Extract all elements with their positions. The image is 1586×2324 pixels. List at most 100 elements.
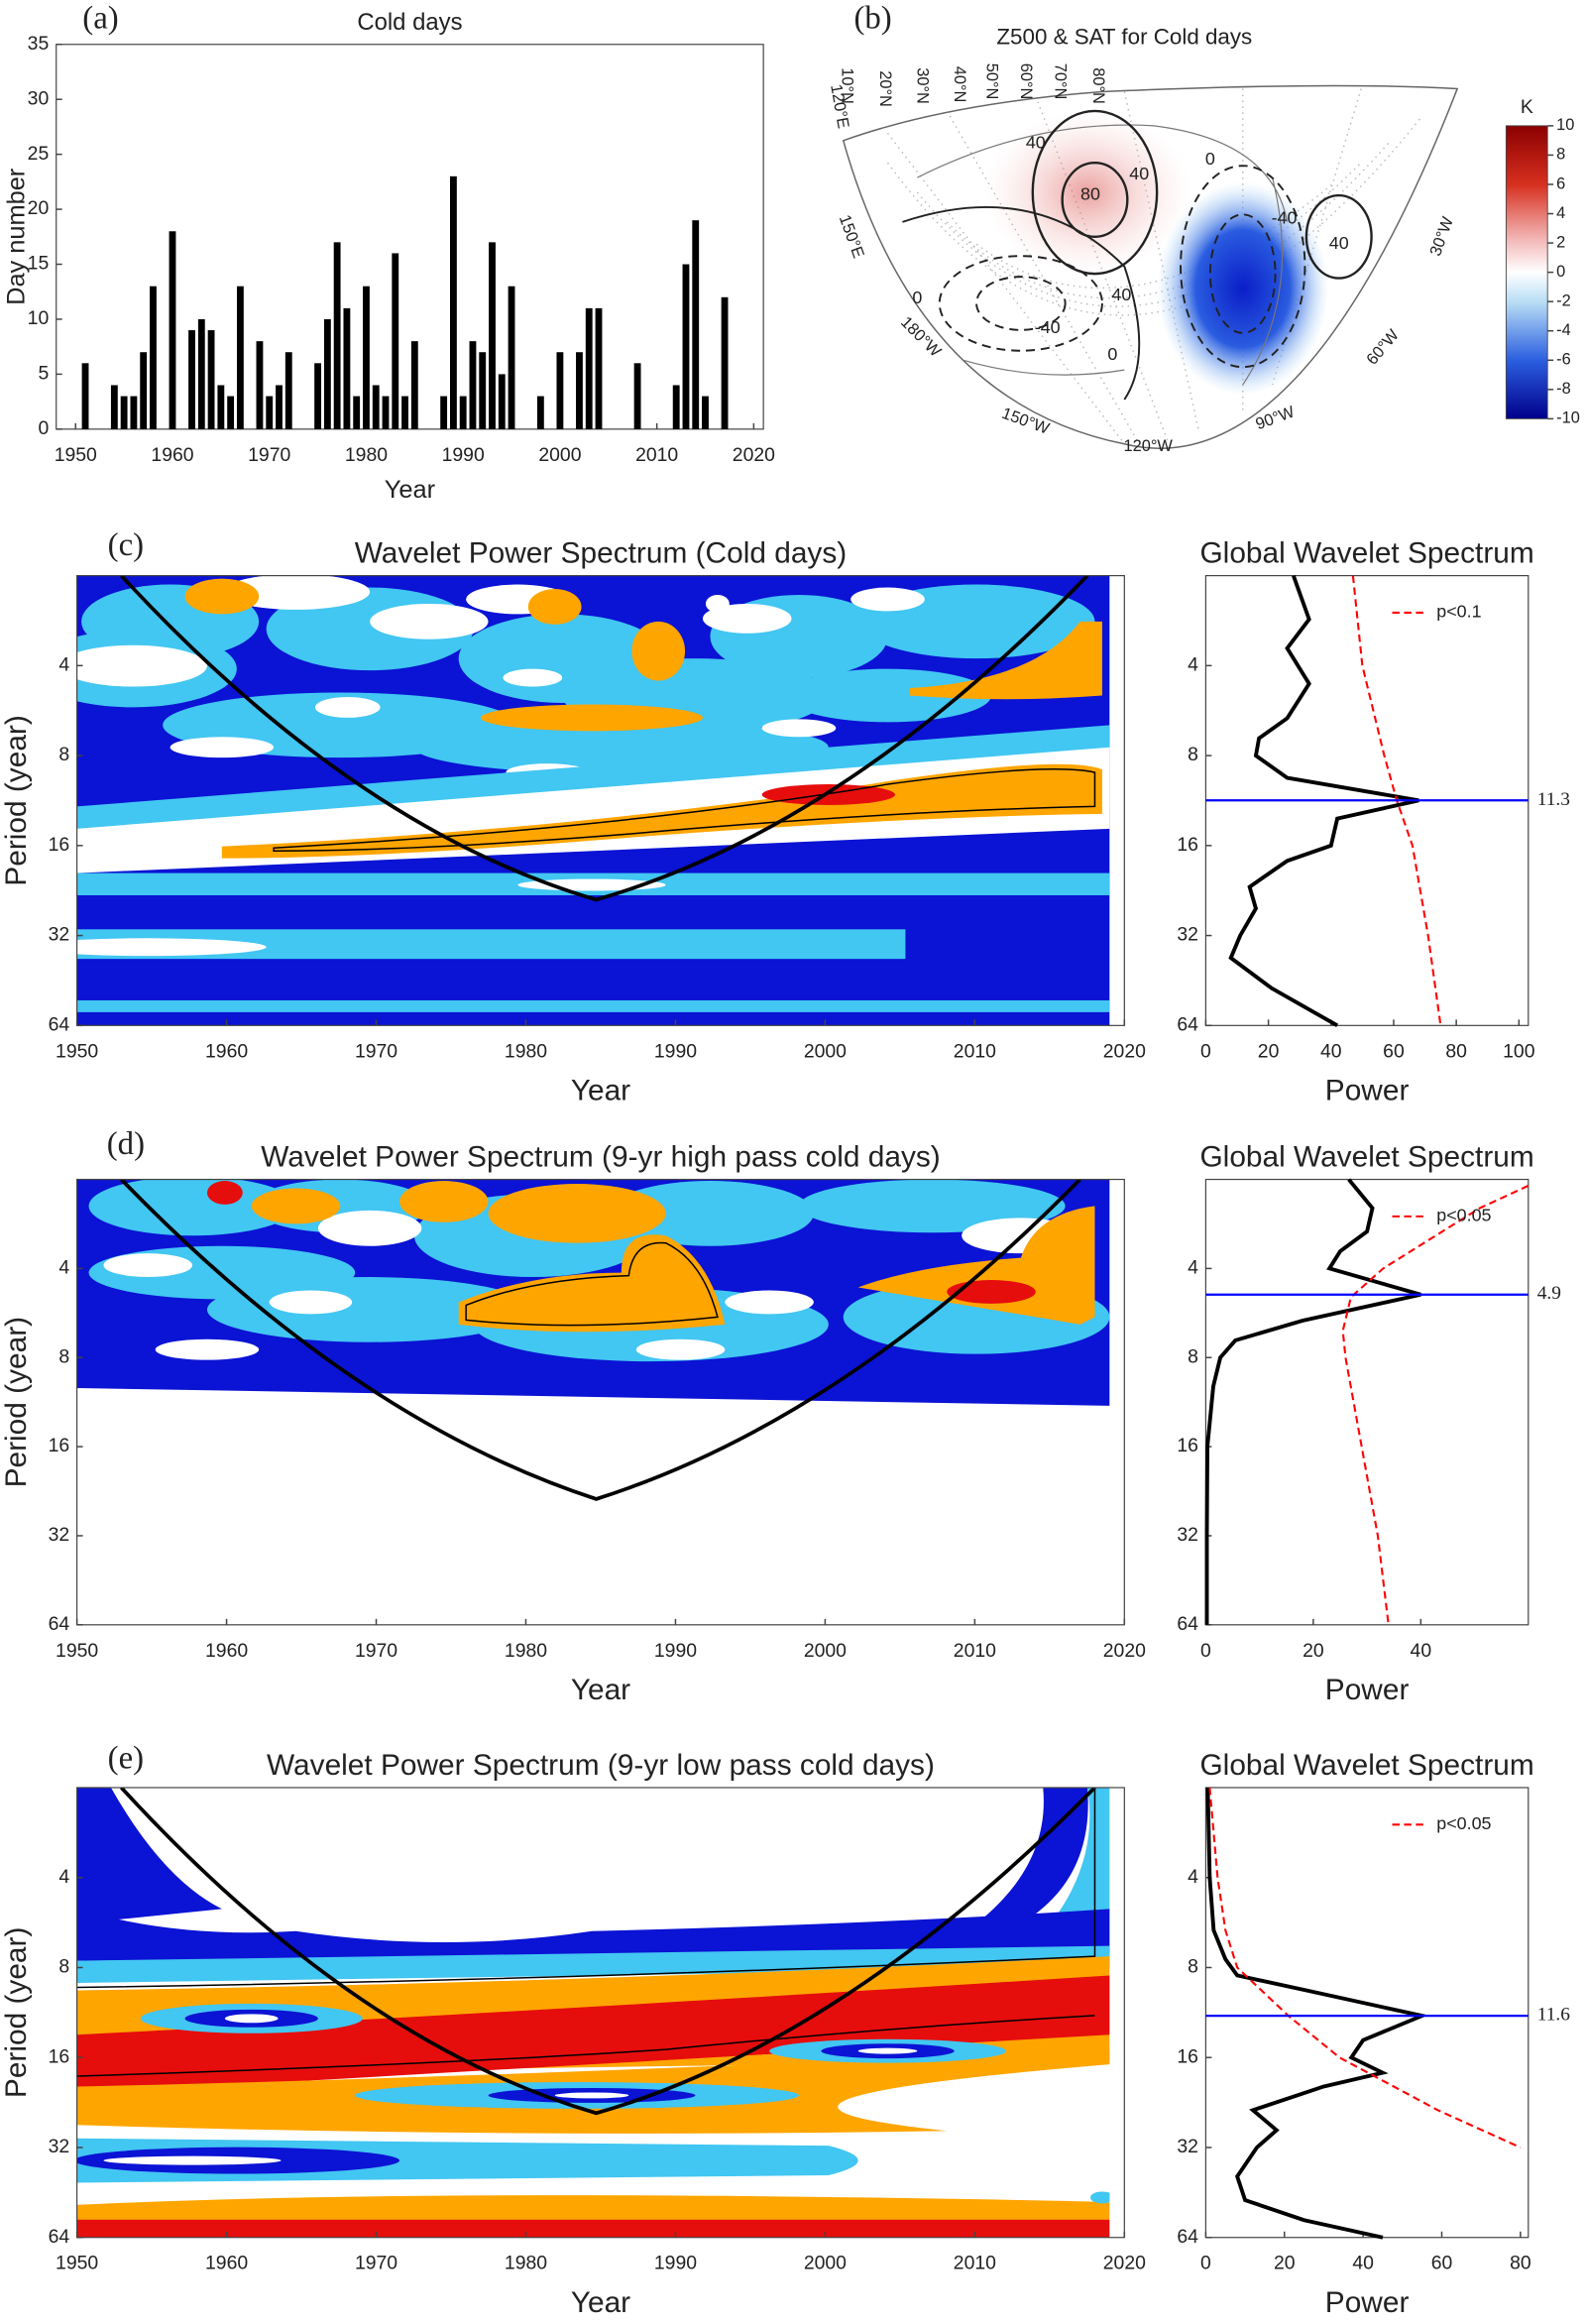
y-tick-label: 20	[28, 197, 50, 219]
x-tick-label: 40	[1411, 1640, 1432, 1662]
x-tick-label: 1950	[56, 1640, 98, 1662]
y-tick-label: 16	[49, 834, 70, 856]
bar	[110, 385, 118, 429]
bar	[595, 307, 603, 429]
latitude-label: 70°N	[1051, 63, 1069, 100]
y-tick-label: 32	[49, 2136, 70, 2157]
x-tick-label: 1960	[205, 1640, 248, 1662]
x-tick-label: 1990	[442, 444, 485, 466]
x-tick-label: 2000	[804, 2253, 847, 2274]
plot-frame	[1204, 1787, 1529, 2239]
x-tick-label: 20	[1303, 1640, 1324, 1662]
panel-label: (b)	[853, 0, 891, 36]
bar	[672, 385, 680, 429]
contour-label: 0	[1205, 149, 1215, 169]
bar	[536, 396, 544, 429]
x-tick-label: 40	[1352, 2253, 1374, 2274]
bar	[314, 363, 322, 429]
y-tick-label: 64	[49, 2226, 70, 2248]
latitude-label: 80°N	[1089, 67, 1107, 104]
bar	[188, 330, 195, 429]
y-tick-label: 4	[1188, 1257, 1198, 1279]
chart-title: Cold days	[357, 9, 462, 36]
x-tick-label: 0	[1200, 1040, 1211, 1062]
colorbar-tick-label: -6	[1556, 351, 1571, 369]
y-tick-label: 35	[28, 33, 50, 55]
colorbar-tick-label: 8	[1556, 146, 1565, 164]
bar	[459, 396, 467, 429]
bar	[207, 330, 215, 429]
y-tick-label: 64	[49, 1013, 70, 1035]
legend-label: p<0.05	[1436, 1813, 1491, 1833]
bar	[576, 352, 583, 429]
latitude-label: 20°N	[876, 70, 894, 107]
contour-label: 40	[1329, 233, 1349, 253]
y-tick-label: 15	[28, 253, 50, 275]
x-tick-label: 1950	[56, 2253, 98, 2274]
longitude-label: 120°W	[1123, 437, 1173, 455]
colorbar-tick-label: -8	[1556, 380, 1571, 398]
legend-label: p<0.05	[1436, 1206, 1491, 1225]
x-tick-label: 80	[1445, 1040, 1467, 1062]
colorbar-tick-label: -2	[1556, 292, 1571, 310]
bar	[498, 374, 506, 429]
x-tick-label: 2010	[635, 444, 678, 466]
x-axis-label: Power	[1325, 1074, 1410, 1106]
bar	[410, 341, 418, 429]
x-axis-label: Year	[571, 1674, 630, 1706]
bar	[81, 363, 89, 429]
latitude-label: 10°N	[838, 67, 855, 104]
y-tick-label: 64	[49, 1613, 70, 1635]
y-tick-label: 16	[1177, 834, 1198, 856]
bar	[353, 396, 361, 429]
chart-title: Z500 & SAT for Cold days	[996, 25, 1252, 50]
y-tick-label: 64	[1177, 1013, 1198, 1035]
latitude-label: 30°N	[914, 67, 932, 104]
x-tick-label: 2010	[954, 1640, 996, 1662]
x-tick-label: 40	[1320, 1040, 1342, 1062]
chart-title: Wavelet Power Spectrum (9-yr high pass c…	[261, 1141, 941, 1174]
wavelet-contours	[76, 1787, 1110, 2238]
x-tick-label: 20	[1274, 2253, 1296, 2274]
y-tick-label: 4	[1188, 1866, 1198, 1888]
y-tick-label: 8	[1188, 1956, 1198, 1978]
bar	[585, 307, 593, 429]
y-tick-label: 32	[1177, 2136, 1198, 2157]
y-tick-label: 32	[49, 924, 70, 946]
y-tick-label: 16	[49, 2045, 70, 2067]
bar	[150, 286, 157, 429]
bar	[489, 242, 496, 429]
chart-title: Global Wavelet Spectrum	[1199, 1749, 1533, 1782]
x-tick-label: 1990	[654, 2253, 697, 2274]
contour-label: -40	[1035, 317, 1061, 337]
bar	[440, 396, 448, 429]
bar	[479, 352, 487, 429]
y-tick-label: 16	[1177, 2045, 1198, 2067]
bar	[120, 396, 128, 429]
x-tick-label: 2000	[538, 444, 581, 466]
x-tick-label: 1950	[55, 444, 97, 466]
y-axis-label: Day number	[3, 168, 31, 305]
bar	[130, 396, 138, 429]
y-tick-label: 30	[28, 87, 50, 109]
colorbar-tick-label: 0	[1556, 263, 1565, 281]
y-tick-label: 8	[58, 1345, 69, 1367]
y-tick-label: 8	[1188, 1345, 1198, 1367]
x-tick-label: 1990	[654, 1640, 697, 1662]
x-axis-label: Year	[385, 476, 436, 504]
x-tick-label: 1980	[505, 1640, 547, 1662]
x-tick-label: 2000	[804, 1040, 847, 1062]
wavelet-contours	[76, 1179, 1110, 1501]
colorbar-tick-label: -10	[1556, 409, 1580, 427]
contour-label: 40	[1026, 133, 1046, 153]
bar	[702, 396, 709, 429]
x-tick-label: 20	[1258, 1040, 1280, 1062]
bar	[633, 363, 641, 429]
spectrum-line	[1341, 1184, 1529, 1625]
x-tick-label: 1980	[505, 1040, 547, 1062]
y-tick-label: 25	[28, 143, 50, 165]
x-tick-label: 1980	[505, 2253, 547, 2274]
longitude-label: 60°W	[1363, 326, 1403, 369]
y-tick-label: 4	[1188, 653, 1198, 675]
